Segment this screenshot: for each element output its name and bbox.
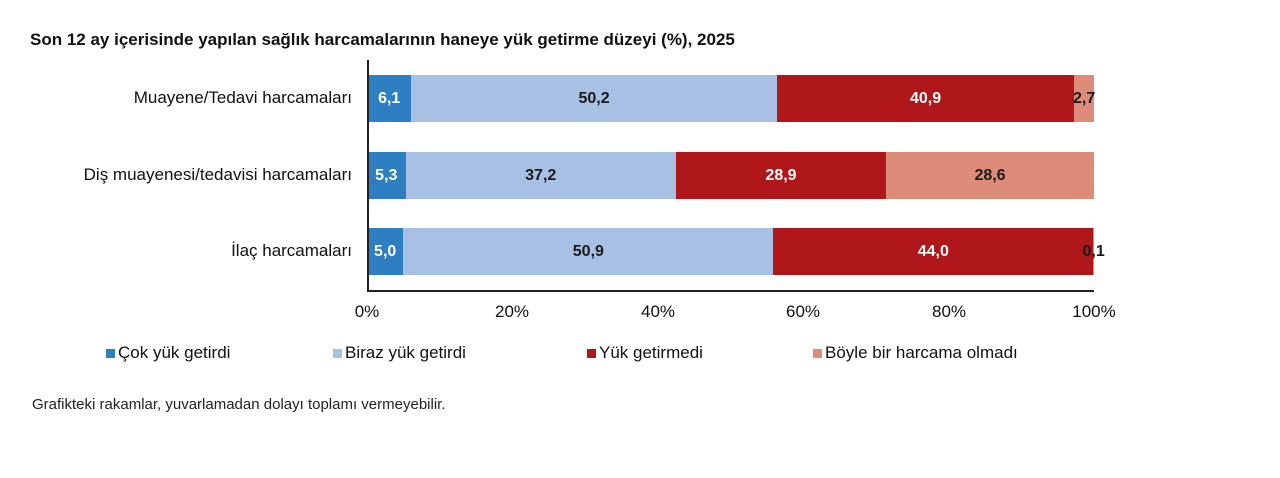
biraz-yuk-segment: 50,2 xyxy=(411,75,777,122)
legend-swatch-icon xyxy=(587,348,596,358)
biraz-yuk-segment: 50,9 xyxy=(403,228,774,275)
bar-muayene: 6,1 50,2 40,9 2,7 xyxy=(367,75,1096,122)
yuk-getirmedi-segment: 28,9 xyxy=(675,152,887,199)
cok-yuk-segment: 5,3 xyxy=(367,152,406,199)
footnote: Grafikteki rakamlar, yuvarlamadan dolayı… xyxy=(32,396,446,413)
biraz-yuk-segment: 37,2 xyxy=(405,152,676,199)
bar-ilac: 5,0 50,9 44,0 0,1 xyxy=(367,228,1105,275)
row-label-muayene: Muayene/Tedavi harcamaları xyxy=(133,88,352,107)
harcama-olmadi-segment: 28,6 xyxy=(886,152,1094,199)
segment-value-label: 40,9 xyxy=(909,89,942,107)
legend-label: Yük getirmedi xyxy=(599,343,703,362)
x-tick-60: 60% xyxy=(785,302,821,321)
row-label-dis: Diş muayenesi/tedavisi harcamaları xyxy=(83,165,352,184)
segment-value-label: 50,2 xyxy=(578,89,610,107)
segment-value-label: 28,6 xyxy=(974,166,1006,184)
segment-value-label: 28,9 xyxy=(765,166,797,184)
segment-value-label: 0,1 xyxy=(1082,242,1105,260)
legend-swatch-icon xyxy=(106,348,115,358)
yuk-getirmedi-segment: 44,0 xyxy=(773,228,1094,275)
legend-label: Biraz yük getirdi xyxy=(345,343,466,362)
legend-label: Böyle bir harcama olmadı xyxy=(825,343,1018,362)
legend-item-cok-yuk: Çok yük getirdi xyxy=(106,343,333,363)
segment-value-label: 2,7 xyxy=(1073,89,1096,107)
x-tick-80: 80% xyxy=(931,302,967,321)
bar-dis: 5,3 37,2 28,9 28,6 xyxy=(367,152,1094,199)
segment-value-label: 37,2 xyxy=(525,166,557,184)
legend-swatch-icon xyxy=(813,348,822,358)
row-label-ilac: İlaç harcamaları xyxy=(231,241,352,260)
harcama-olmadi-segment: 2,7 xyxy=(1073,75,1096,122)
x-tick-100: 100% xyxy=(1072,302,1116,321)
x-tick-20: 20% xyxy=(494,302,530,321)
segment-value-label: 44,0 xyxy=(917,242,949,260)
x-tick-0: 0% xyxy=(354,302,380,321)
legend-item-biraz-yuk: Biraz yük getirdi xyxy=(333,343,587,363)
yuk-getirmedi-segment: 40,9 xyxy=(776,75,1075,122)
legend-label: Çok yük getirdi xyxy=(118,343,231,362)
x-axis-line xyxy=(367,290,1094,292)
segment-value-label: 5,0 xyxy=(374,242,397,260)
segment-value-label: 6,1 xyxy=(378,89,401,107)
cok-yuk-segment: 5,0 xyxy=(367,228,404,275)
y-axis-line xyxy=(367,60,369,292)
legend-item-yuk-getirmedi: Yük getirmedi xyxy=(587,343,813,363)
chart-title: Son 12 ay içerisinde yapılan sağlık harc… xyxy=(30,30,735,49)
cok-yuk-segment: 6,1 xyxy=(367,75,412,122)
segment-value-label: 50,9 xyxy=(572,242,604,260)
segment-value-label: 5,3 xyxy=(375,166,398,184)
harcama-olmadi-segment: 0,1 xyxy=(1082,228,1105,275)
x-tick-40: 40% xyxy=(640,302,676,321)
legend: Çok yük getirdi Biraz yük getirdi Yük ge… xyxy=(106,343,1018,363)
legend-swatch-icon xyxy=(333,348,342,358)
legend-item-harcama-olmadi: Böyle bir harcama olmadı xyxy=(813,343,1018,363)
